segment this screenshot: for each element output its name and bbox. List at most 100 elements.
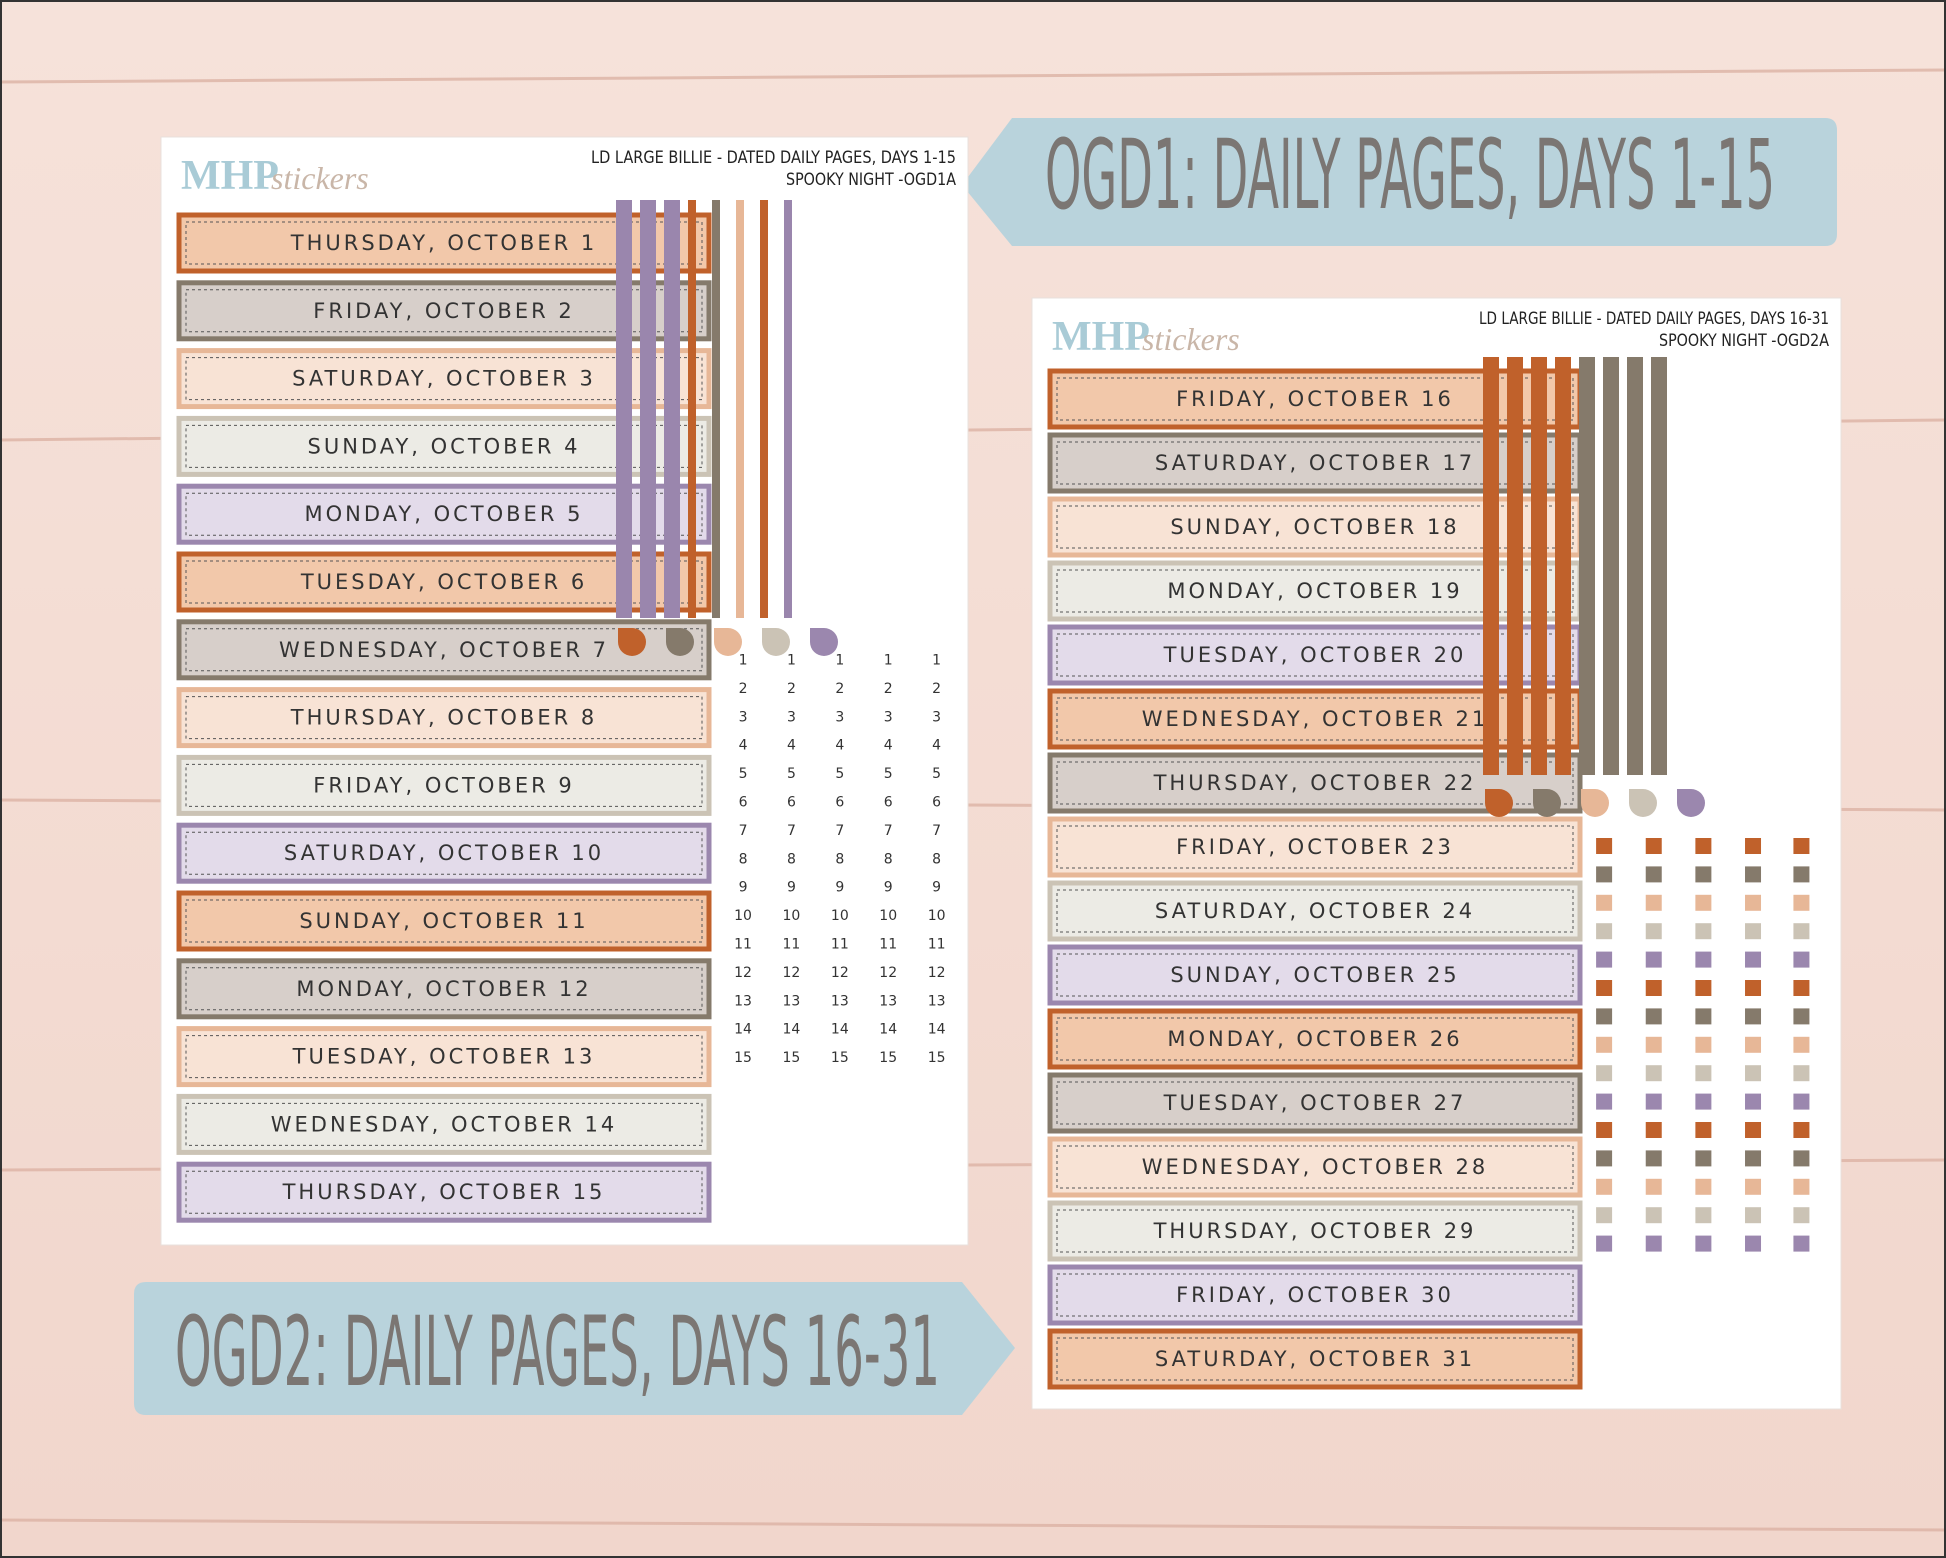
drop-sticker xyxy=(1485,789,1513,817)
square-sticker xyxy=(1596,1178,1613,1195)
sheet-header: LD LARGE BILLIE - DATED DAILY PAGES, DAY… xyxy=(591,148,956,168)
date-text: SUNDAY, OCTOBER 4 xyxy=(308,434,581,458)
square-sticker xyxy=(1793,1065,1810,1082)
square-sticker xyxy=(1793,923,1810,940)
date-text: TUESDAY, OCTOBER 20 xyxy=(1163,643,1467,667)
washi-strip xyxy=(760,200,768,618)
stitch xyxy=(1056,441,1574,485)
date-text: SATURDAY, OCTOBER 3 xyxy=(292,367,596,391)
number: 3 xyxy=(739,709,748,725)
square-sticker xyxy=(1596,838,1613,854)
number: 12 xyxy=(734,965,752,981)
stitch xyxy=(1056,825,1574,869)
square-sticker xyxy=(1695,951,1712,968)
date-label xyxy=(1047,1264,1583,1326)
number: 10 xyxy=(734,908,752,924)
number: 7 xyxy=(739,823,748,839)
date-label xyxy=(1047,816,1583,878)
stitch xyxy=(1056,1273,1574,1317)
number: 14 xyxy=(879,1022,897,1038)
number: 14 xyxy=(928,1022,946,1038)
square-sticker xyxy=(1596,1122,1613,1138)
date-label xyxy=(176,1093,712,1155)
date-text: MONDAY, OCTOBER 26 xyxy=(1167,1027,1462,1051)
square-sticker xyxy=(1645,838,1662,854)
square-sticker xyxy=(1793,1178,1810,1195)
square-sticker xyxy=(1793,1008,1810,1025)
date-text: SATURDAY, OCTOBER 17 xyxy=(1155,451,1475,475)
stitch xyxy=(1056,889,1574,933)
stitch xyxy=(1056,1337,1574,1381)
square-sticker xyxy=(1645,1093,1662,1110)
square-sticker xyxy=(1793,1207,1810,1224)
date-text: FRIDAY, OCTOBER 9 xyxy=(313,773,574,797)
date-text: MONDAY, OCTOBER 5 xyxy=(305,502,584,526)
drop-sticker xyxy=(1629,789,1657,817)
date-label xyxy=(176,822,712,884)
number: 13 xyxy=(879,993,897,1009)
square-sticker xyxy=(1695,1207,1712,1224)
date-text: MONDAY, OCTOBER 19 xyxy=(1167,579,1462,603)
number: 12 xyxy=(928,965,946,981)
number: 11 xyxy=(879,936,897,952)
number: 13 xyxy=(928,993,946,1009)
washi-strip xyxy=(736,200,744,618)
date-text: FRIDAY, OCTOBER 30 xyxy=(1176,1283,1454,1307)
brand-script: stickers xyxy=(1142,321,1240,357)
square-sticker xyxy=(1645,1235,1662,1252)
square-sticker xyxy=(1695,894,1712,911)
number: 1 xyxy=(884,652,893,668)
banner-shape xyxy=(962,118,1837,246)
number: 1 xyxy=(835,652,844,668)
square-sticker xyxy=(1645,1207,1662,1224)
square-sticker xyxy=(1695,1036,1712,1053)
square-sticker xyxy=(1695,838,1712,854)
number: 9 xyxy=(932,880,941,896)
number: 4 xyxy=(932,738,941,754)
number: 14 xyxy=(783,1022,801,1038)
date-label xyxy=(176,1161,712,1223)
date-text: SATURDAY, OCTOBER 24 xyxy=(1155,899,1475,923)
number: 5 xyxy=(787,766,796,782)
square-sticker xyxy=(1645,1036,1662,1053)
banner: OGD2: DAILY PAGES, DAYS 16-31 xyxy=(134,1282,1015,1415)
date-label xyxy=(176,754,712,816)
washi-strip xyxy=(1483,357,1499,775)
number: 4 xyxy=(787,738,796,754)
date-text: THURSDAY, OCTOBER 8 xyxy=(290,706,597,730)
banner-shape xyxy=(134,1282,1015,1415)
square-sticker xyxy=(1745,1093,1762,1110)
square-sticker xyxy=(1745,923,1762,940)
washi-strip xyxy=(664,200,680,618)
square-sticker xyxy=(1745,1122,1762,1138)
drop-sticker xyxy=(1581,789,1609,817)
number: 13 xyxy=(831,993,849,1009)
number: 2 xyxy=(884,681,893,697)
square-sticker xyxy=(1695,1065,1712,1082)
number: 7 xyxy=(932,823,941,839)
square-sticker xyxy=(1645,866,1662,883)
date-text: THURSDAY, OCTOBER 22 xyxy=(1153,771,1477,795)
date-text: THURSDAY, OCTOBER 1 xyxy=(290,231,597,255)
date-text: WEDNESDAY, OCTOBER 21 xyxy=(1142,707,1488,731)
date-label xyxy=(1047,1008,1583,1070)
square-sticker xyxy=(1695,923,1712,940)
number: 9 xyxy=(787,880,796,896)
number: 4 xyxy=(835,738,844,754)
date-text: WEDNESDAY, OCTOBER 28 xyxy=(1142,1155,1488,1179)
washi-strip xyxy=(1507,357,1523,775)
number: 14 xyxy=(831,1022,849,1038)
number: 3 xyxy=(932,709,941,725)
number: 15 xyxy=(783,1050,801,1066)
square-sticker xyxy=(1645,1150,1662,1167)
washi-strip xyxy=(1531,357,1547,775)
number: 15 xyxy=(928,1050,946,1066)
stitch xyxy=(185,831,703,875)
washi-strip xyxy=(1627,357,1643,775)
number: 7 xyxy=(787,823,796,839)
date-text: TUESDAY, OCTOBER 6 xyxy=(300,570,587,594)
square-sticker xyxy=(1793,838,1810,854)
square-sticker xyxy=(1596,894,1613,911)
stitch xyxy=(1056,761,1574,805)
